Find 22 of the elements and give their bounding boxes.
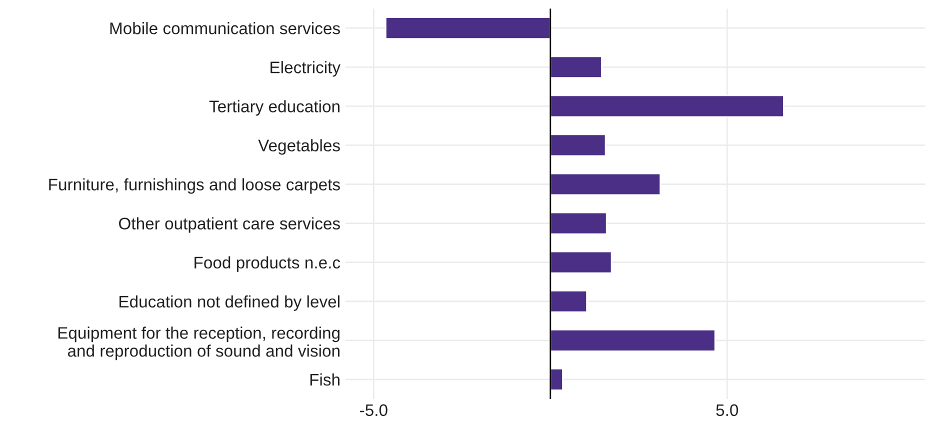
bar <box>550 328 716 352</box>
bar <box>550 134 606 157</box>
y-tick-label: Food products n.e.c <box>194 256 340 272</box>
x-tick-label: -5.0 <box>360 404 388 416</box>
y-tick-label: Fish <box>310 373 340 386</box>
y-tick-label: Tertiary education <box>209 100 340 116</box>
y-tick-label: Mobile communication services <box>110 22 340 34</box>
bar <box>385 16 552 40</box>
bar <box>550 56 602 79</box>
y-tick-label: Equipment for the reception, recording and reproduction of sound and vision <box>58 326 340 360</box>
bar <box>550 368 564 391</box>
y-tick-label: Electricity <box>270 61 341 77</box>
bar <box>550 290 588 313</box>
bar <box>550 212 608 235</box>
x-tick-label: 5.0 <box>716 404 738 416</box>
y-tick-label: Other outpatient care services <box>119 217 340 233</box>
y-tick-label: Furniture, furnishings and loose carpets <box>49 178 340 194</box>
y-tick-label: Education not defined by level <box>120 295 340 311</box>
bar <box>550 94 784 118</box>
y-tick-label: Vegetables <box>258 139 340 155</box>
bar <box>550 250 612 274</box>
bar <box>550 172 662 196</box>
